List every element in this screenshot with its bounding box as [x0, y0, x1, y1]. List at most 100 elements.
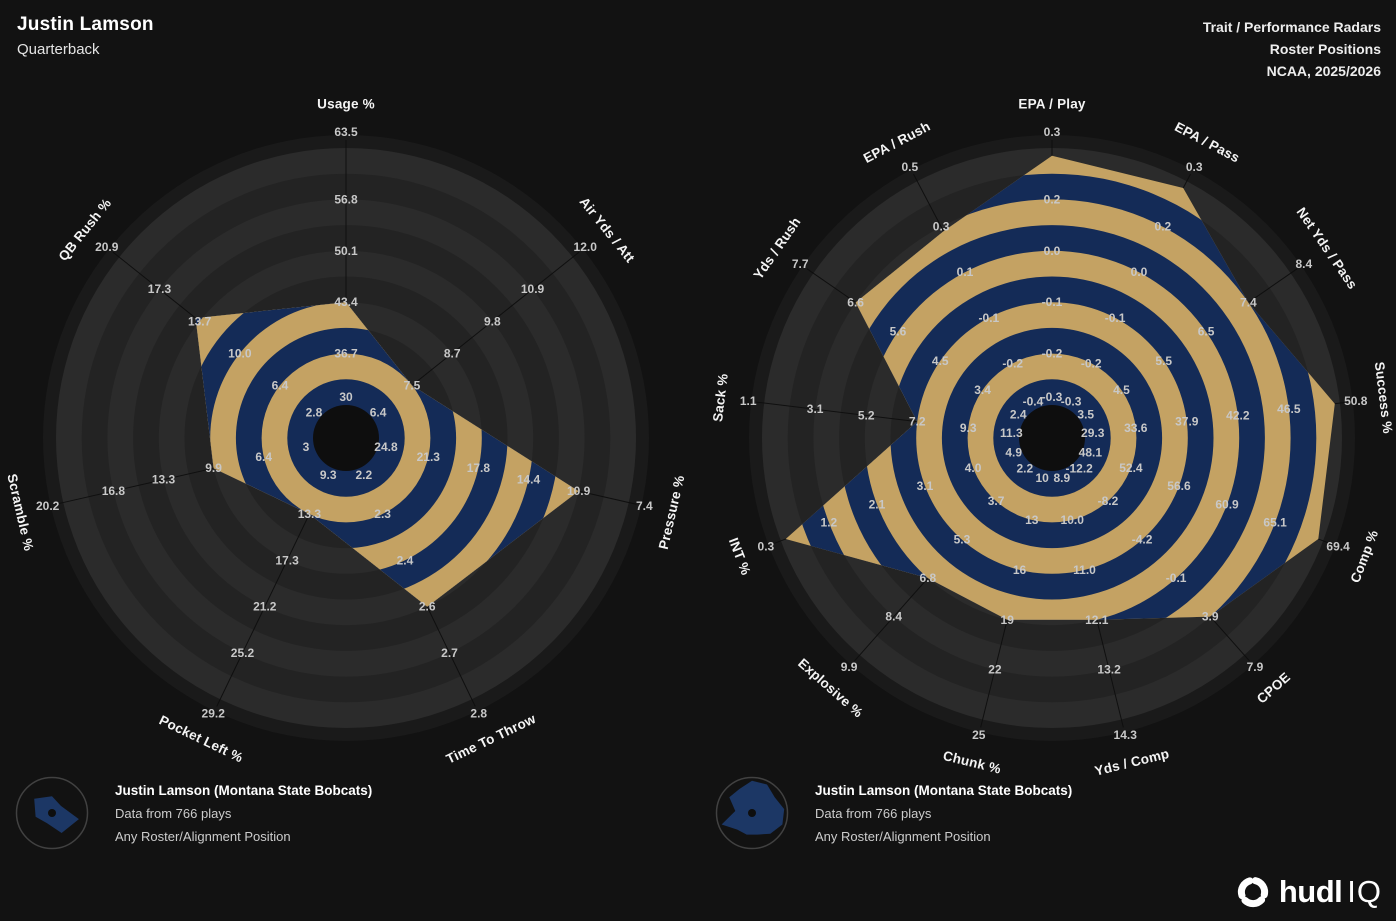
tick-label: 16.8 — [102, 484, 126, 498]
tick-label: 60.9 — [1215, 497, 1239, 511]
tick-label: 9.3 — [960, 421, 977, 435]
legend-performance-radar: Justin Lamson (Montana State Bobcats) Da… — [715, 776, 1072, 850]
tick-label: 14.3 — [1114, 728, 1138, 742]
tick-label: 9.9 — [841, 660, 858, 674]
tick-label: 0.2 — [1155, 220, 1172, 234]
tick-label: 52.4 — [1119, 461, 1143, 475]
tick-label: -0.3 — [1042, 390, 1063, 404]
report-season: NCAA, 2025/2026 — [1266, 63, 1381, 79]
legend-circle — [715, 776, 789, 850]
tick-label: 30 — [339, 390, 353, 404]
tick-label: 17.3 — [148, 282, 172, 296]
tick-label: 9.8 — [484, 314, 501, 328]
tick-label: 2.2 — [1016, 462, 1033, 476]
tick-label: 1.1 — [740, 394, 757, 408]
header-player-block: Justin Lamson Quarterback — [17, 14, 154, 58]
tick-label: -0.1 — [979, 311, 1000, 325]
performance-radar: -0.3 -0.2 -0.1 0.0 0.2 0.3 EPA / Play -0.3 -0.2 -… — [710, 97, 1395, 779]
legend-trait-radar: Justin Lamson (Montana State Bobcats) Da… — [15, 776, 372, 850]
tick-label: 5.2 — [858, 408, 875, 422]
legend-shape — [34, 796, 79, 833]
tick-label: 2.2 — [355, 468, 372, 482]
tick-label: 5.5 — [1155, 354, 1172, 368]
axis-title: EPA / Play — [1018, 97, 1086, 112]
tick-label: 69.4 — [1326, 540, 1350, 554]
axis-title: Scramble % — [4, 472, 36, 552]
tick-label: 0.3 — [1044, 125, 1061, 139]
tick-label: 8.7 — [444, 346, 461, 360]
legend-roster-filter: Any Roster/Alignment Position — [815, 828, 991, 844]
tick-label: 0.2 — [1044, 192, 1061, 206]
tick-label: 50.8 — [1344, 394, 1368, 408]
tick-label: 43.4 — [334, 295, 358, 309]
report-subtitle: Roster Positions — [1269, 41, 1381, 57]
tick-label: 13.3 — [152, 473, 176, 487]
tick-label: 3.7 — [988, 494, 1005, 508]
tick-label: -8.2 — [1098, 494, 1119, 508]
trait-radar: 30 36.7 43.4 50.1 56.8 63.5 Usage % 6.4 7.5 8.7 9.… — [4, 97, 687, 767]
tick-label: 0.3 — [758, 540, 775, 554]
tick-label: 0.3 — [1186, 160, 1203, 174]
legend-roster-filter: Any Roster/Alignment Position — [115, 828, 291, 844]
legend-shape — [721, 780, 785, 835]
tick-label: 50.1 — [334, 244, 358, 258]
axis-title: Yds / Comp — [1093, 746, 1171, 779]
tick-label: 36.7 — [334, 347, 358, 361]
tick-label: 1.2 — [821, 516, 838, 530]
tick-label: 8.4 — [885, 610, 902, 624]
tick-label: 5.6 — [890, 325, 907, 339]
tick-label: -4.2 — [1132, 533, 1153, 547]
tick-label: 2.1 — [869, 497, 886, 511]
tick-label: 22 — [988, 663, 1002, 677]
tick-label: -0.1 — [1166, 571, 1187, 585]
radar-center-hole — [313, 405, 379, 471]
tick-label: 7.5 — [404, 378, 421, 392]
brand-wordmark: hudl — [1278, 874, 1343, 909]
tick-label: 2.8 — [470, 707, 487, 721]
legend-center-dot — [748, 809, 756, 817]
tick-label: 3.1 — [917, 479, 934, 493]
axis-title: INT % — [726, 536, 754, 577]
legend-player-team: Justin Lamson (Montana State Bobcats) — [815, 782, 1073, 798]
axis-title: Success % — [1372, 361, 1396, 435]
legend-sample-size: Data from 766 plays — [115, 805, 232, 821]
tick-label: 13 — [1025, 513, 1039, 527]
tick-label: 4.9 — [1005, 446, 1022, 460]
tick-label: 14.4 — [517, 473, 541, 487]
tick-label: 0.0 — [1131, 265, 1148, 279]
tick-label: -12.2 — [1066, 462, 1094, 476]
tick-label: 8.4 — [1295, 257, 1312, 271]
tick-label: 2.7 — [441, 646, 458, 660]
radar-center-hole — [1019, 405, 1085, 471]
tick-label: 7.9 — [1247, 660, 1264, 674]
tick-label: 25.2 — [231, 646, 255, 660]
tick-label: 6.8 — [920, 571, 937, 585]
tick-label: 3.4 — [974, 383, 991, 397]
tick-label: 17.8 — [467, 461, 491, 475]
tick-label: 2.6 — [419, 600, 436, 614]
axis-title: Yds / Rush — [751, 215, 804, 283]
knot-arc — [1237, 877, 1254, 900]
tick-label: 20.2 — [36, 499, 60, 513]
brand-suffix: IQ — [1347, 874, 1382, 909]
tick-label: 4.0 — [965, 461, 982, 475]
axis-title: CPOE — [1254, 669, 1293, 706]
tick-label: 21.2 — [253, 600, 277, 614]
tick-label: 7.2 — [909, 415, 926, 429]
tick-label: 19 — [1001, 613, 1015, 627]
tick-label: 6.4 — [255, 450, 272, 464]
radar-thumbnail-icon — [715, 776, 789, 850]
axis-title: Chunk % — [942, 748, 1003, 777]
tick-label: 56.6 — [1167, 479, 1191, 493]
tick-label: -0.4 — [1023, 395, 1044, 409]
tick-label: 4.5 — [1113, 383, 1130, 397]
tick-label: -0.2 — [1081, 356, 1102, 370]
tick-label: 2.3 — [374, 507, 391, 521]
tick-label: 29.2 — [202, 707, 226, 721]
tick-label: 11.3 — [1000, 426, 1023, 440]
legend-center-dot — [48, 809, 56, 817]
tick-label: 7.4 — [1240, 295, 1257, 309]
tick-label: 5.3 — [954, 533, 971, 547]
tick-label: 42.2 — [1226, 408, 1250, 422]
tick-label: 13.2 — [1097, 663, 1121, 677]
